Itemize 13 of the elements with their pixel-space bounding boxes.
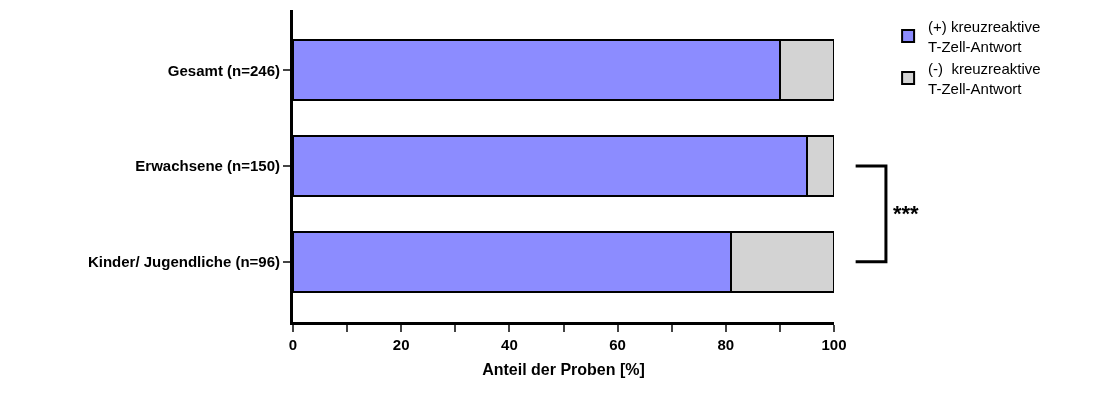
- x-axis-title: Anteil der Proben [%]: [482, 360, 645, 378]
- x-tick-label: 0: [288, 336, 298, 353]
- y-tick-label: Erwachsene (n=150): [135, 157, 280, 175]
- legend-label: (-) kreuzreaktive T-Zell-Antwort: [928, 60, 1041, 97]
- x-tick-label: 20: [392, 336, 410, 353]
- x-tick-label: 40: [501, 336, 518, 353]
- y-tick-label: Kinder/ Jugendliche (n=96): [87, 252, 280, 270]
- y-tick-label: Gesamt (n=246): [167, 61, 280, 79]
- text: ***: [893, 201, 920, 226]
- x-tick-label: 100: [821, 336, 847, 353]
- x-tick-label: 60: [609, 336, 626, 353]
- legend-label: (+) kreuzreaktive T-Zell-Antwort: [928, 18, 1041, 55]
- x-tick-label: 80: [717, 336, 735, 353]
